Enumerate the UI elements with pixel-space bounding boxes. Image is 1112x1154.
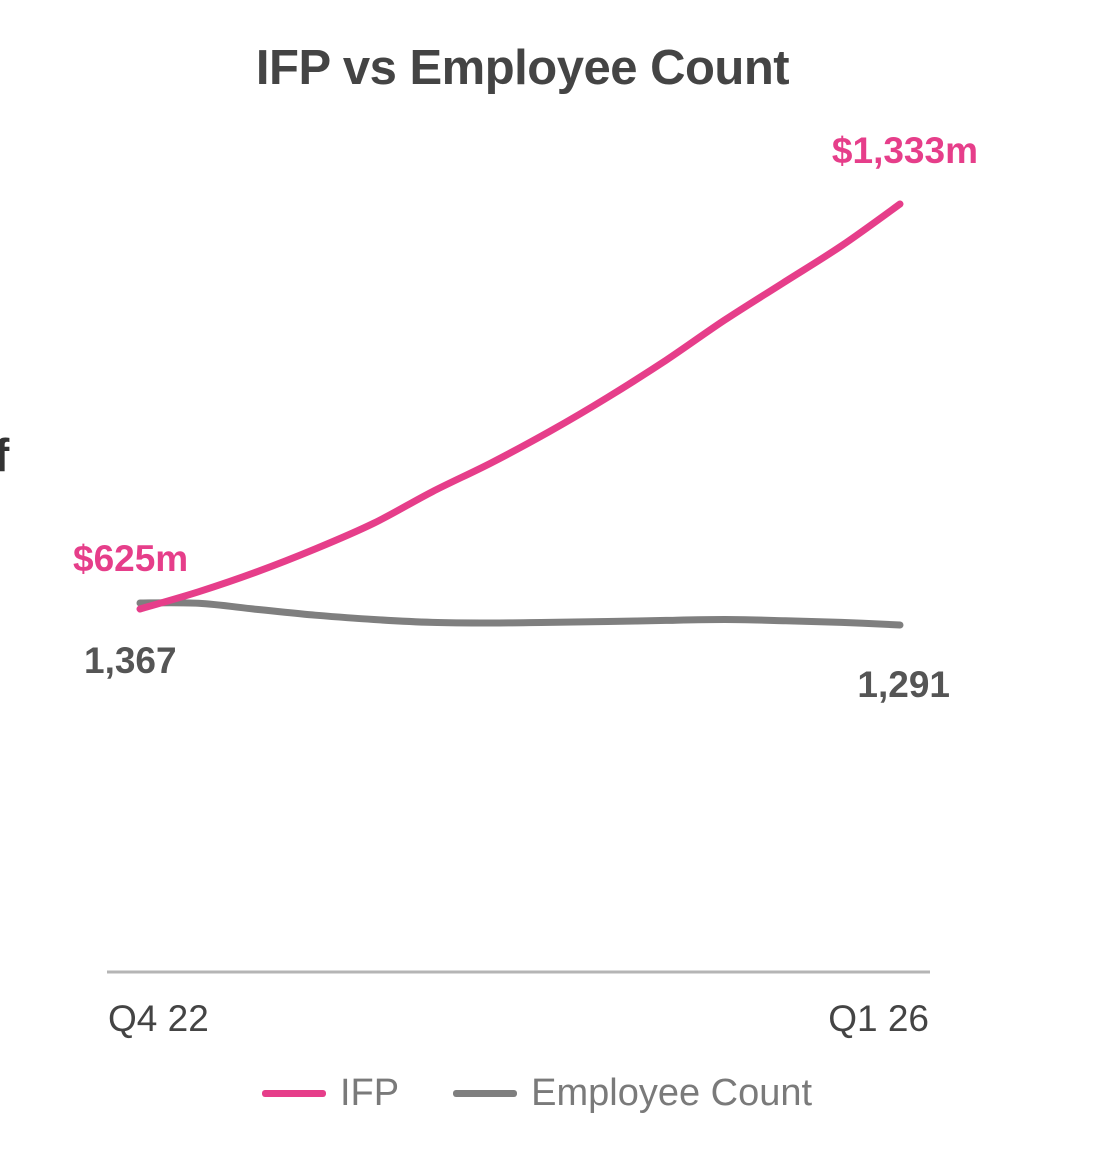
chart-title: IFP vs Employee Count bbox=[255, 41, 790, 95]
legend-label-employee-count: Employee Count bbox=[531, 1072, 813, 1114]
employee-count-data-point-5 bbox=[429, 619, 435, 625]
ifp-data-point-12 bbox=[839, 243, 845, 249]
employee-count-data-point-1 bbox=[195, 600, 201, 606]
legend-label-ifp: IFP bbox=[340, 1072, 400, 1114]
employee-count-data-point-4 bbox=[371, 617, 377, 623]
ifp-data-point-1 bbox=[195, 589, 201, 595]
employee-start-label: 1,367 bbox=[84, 640, 177, 681]
ifp-data-point-7 bbox=[546, 429, 552, 435]
legend-swatch-employee-count bbox=[453, 1090, 518, 1097]
ifp-data-point-2 bbox=[254, 569, 260, 575]
employee-end-label: 1,291 bbox=[857, 664, 950, 705]
employee-count-data-point-7 bbox=[546, 619, 552, 625]
x-tick-label-end: Q1 26 bbox=[828, 998, 929, 1039]
employee-count-data-point-12 bbox=[839, 619, 845, 625]
employee-count-data-point-9 bbox=[663, 617, 669, 623]
ifp-data-point-0 bbox=[137, 606, 143, 612]
employee-count-data-point-6 bbox=[488, 620, 494, 626]
employee-count-data-point-13 bbox=[897, 622, 903, 628]
employee-count-data-point-11 bbox=[780, 618, 786, 624]
ifp-line bbox=[136, 200, 904, 613]
ifp-start-label: $625m bbox=[73, 538, 188, 579]
ifp-data-point-5 bbox=[429, 489, 435, 495]
legend-item-ifp[interactable]: IFP bbox=[262, 1072, 399, 1115]
ifp-data-point-13 bbox=[897, 201, 903, 207]
ifp-data-point-6 bbox=[488, 460, 494, 466]
ifp-data-point-11 bbox=[780, 280, 786, 286]
employee-count-data-point-3 bbox=[312, 612, 318, 618]
ifp-data-point-9 bbox=[663, 357, 669, 363]
ifp-end-label: $1,333m bbox=[832, 130, 978, 171]
legend: IFP Employee Count bbox=[262, 1072, 866, 1115]
x-tick-label-start: Q4 22 bbox=[108, 998, 209, 1039]
legend-swatch-ifp bbox=[262, 1090, 326, 1097]
ifp-data-point-10 bbox=[722, 317, 728, 323]
ifp-data-point-3 bbox=[312, 546, 318, 552]
employee-count-line bbox=[136, 599, 904, 629]
ifp-data-point-4 bbox=[371, 520, 377, 526]
employee-count-data-point-2 bbox=[254, 606, 260, 612]
employee-count-data-point-10 bbox=[722, 617, 728, 623]
cut-off-text: f bbox=[0, 429, 10, 481]
employee-count-data-point-8 bbox=[605, 619, 611, 625]
employee-count-data-point-0 bbox=[137, 600, 143, 606]
legend-item-employee-count[interactable]: Employee Count bbox=[453, 1072, 812, 1115]
ifp-data-point-8 bbox=[605, 394, 611, 400]
